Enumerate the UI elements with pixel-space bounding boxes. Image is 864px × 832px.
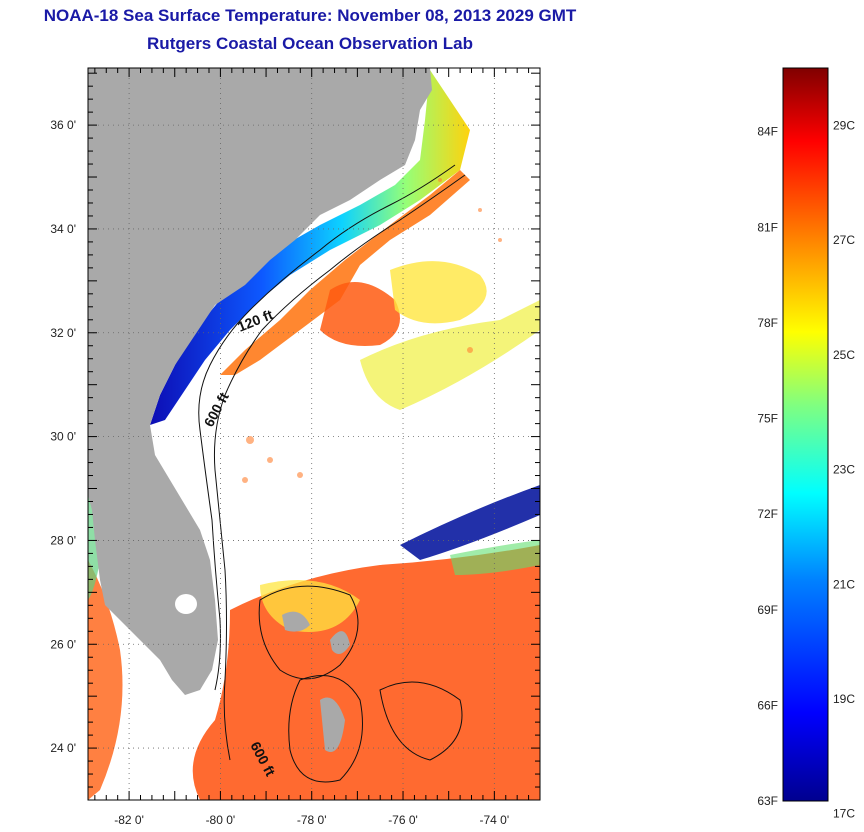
offshore-yellow-streak bbox=[360, 300, 540, 410]
lon-label: -76 0' bbox=[388, 813, 418, 827]
lat-label: 30 0' bbox=[50, 430, 76, 444]
warm-eddy bbox=[320, 282, 400, 346]
lat-label: 36 0' bbox=[50, 118, 76, 132]
colorbar-c-label: 27C bbox=[833, 233, 855, 247]
colorbar-f-label: 72F bbox=[757, 507, 778, 521]
offshore-speckle bbox=[242, 178, 502, 483]
contour-600ft bbox=[213, 174, 466, 761]
lon-label: -82 0' bbox=[114, 813, 144, 827]
colorbar-c-label: 19C bbox=[833, 692, 855, 706]
temperature-colorbar bbox=[782, 67, 829, 802]
bahamas-island bbox=[320, 697, 345, 752]
contour-bahamas-south bbox=[288, 675, 363, 783]
southern-green-patch bbox=[450, 540, 540, 575]
bahamas-island bbox=[330, 631, 350, 654]
lat-label: 28 0' bbox=[50, 533, 76, 547]
colorbar-f-label: 78F bbox=[757, 316, 778, 330]
map-content bbox=[88, 68, 540, 800]
bahamas-island bbox=[282, 611, 310, 632]
lat-label: 24 0' bbox=[50, 741, 76, 755]
colorbar-f-label: 66F bbox=[757, 698, 778, 712]
gulf-stream-warm-water bbox=[220, 170, 470, 375]
lon-label: -78 0' bbox=[297, 813, 327, 827]
contour-120ft bbox=[198, 164, 456, 691]
colorbar-c-label: 25C bbox=[833, 348, 855, 362]
map-border bbox=[87, 67, 541, 801]
colorbar-c-label: 17C bbox=[833, 807, 855, 821]
axis-ticks bbox=[88, 68, 541, 801]
lat-label: 26 0' bbox=[50, 637, 76, 651]
colorbar-f-label: 69F bbox=[757, 603, 778, 617]
cold-filament-east bbox=[400, 485, 540, 560]
colorbar-f-label: 75F bbox=[757, 412, 778, 426]
map-title: NOAA-18 Sea Surface Temperature: Novembe… bbox=[43, 6, 577, 25]
lon-label: -74 0' bbox=[480, 813, 510, 827]
contour-bahamas bbox=[258, 585, 359, 680]
lake-okeechobee bbox=[175, 594, 197, 614]
colorbar-f-label: 63F bbox=[757, 794, 778, 808]
latitude-labels: 36 0' 34 0' 32 0' 30 0' 28 0' 26 0' 24 0' bbox=[50, 118, 76, 755]
coastal-cold-water bbox=[150, 70, 470, 425]
contour-bahamas-east bbox=[379, 681, 463, 761]
lon-label: -80 0' bbox=[206, 813, 236, 827]
colorbar-f-label: 81F bbox=[757, 220, 778, 234]
lat-label: 32 0' bbox=[50, 326, 76, 340]
offshore-yellow-patch bbox=[390, 261, 487, 324]
longitude-labels: -82 0' -80 0' -78 0' -76 0' -74 0' bbox=[114, 813, 509, 827]
colorbar-f-label: 84F bbox=[757, 125, 778, 139]
us-landmass bbox=[88, 68, 432, 695]
colorbar-c-label: 21C bbox=[833, 577, 855, 591]
lat-label: 34 0' bbox=[50, 222, 76, 236]
west-coast-warm-water bbox=[88, 560, 123, 800]
graticule bbox=[88, 68, 540, 800]
colorbar-c-label: 29C bbox=[833, 118, 855, 132]
colorbar-celsius-labels: 17C 19C 21C 23C 25C 27C 29C bbox=[833, 118, 855, 820]
colorbar-fahrenheit-labels: 63F 66F 69F 72F 75F 78F 81F 84F bbox=[757, 125, 778, 808]
map-subtitle: Rutgers Coastal Ocean Observation Lab bbox=[147, 34, 473, 53]
colorbar-c-label: 23C bbox=[833, 463, 855, 477]
